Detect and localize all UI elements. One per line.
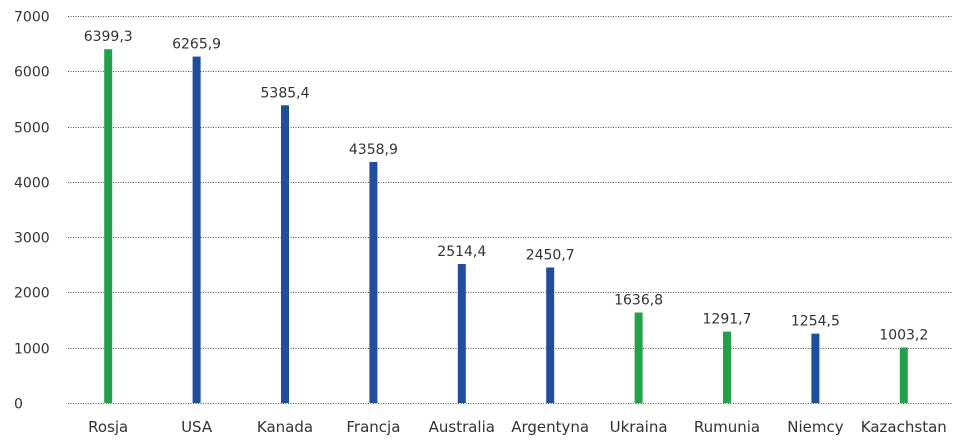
y-tick-label: 0 [14, 397, 23, 413]
category-label-argentyna: Argentyna [511, 418, 589, 436]
bars [104, 49, 908, 404]
data-label-rumunia: 1291,7 [703, 312, 752, 328]
bar-rumunia [723, 331, 731, 403]
category-label-usa: USA [181, 418, 213, 436]
data-label-usa: 6265,9 [172, 37, 221, 53]
y-tick-label: 4000 [14, 176, 50, 192]
data-label-kanada: 5385,4 [261, 85, 310, 101]
data-label-francja: 4358,9 [349, 142, 398, 158]
y-tick-label: 5000 [14, 121, 50, 137]
data-label-kazachstan: 1003,2 [879, 328, 928, 344]
data-label-ukraina: 1636,8 [614, 293, 663, 309]
category-label-rosja: Rosja [88, 418, 128, 436]
y-tick-label: 3000 [14, 231, 50, 247]
y-tick-label: 1000 [14, 342, 50, 358]
category-label-kanada: Kanada [257, 418, 313, 436]
data-labels: 6399,3 6265,9 5385,4 4358,9 2514,4 2450,7 1636… [84, 29, 929, 343]
data-label-niemcy: 1254,5 [791, 314, 840, 330]
bar-argentyna [546, 267, 555, 403]
bar-kazachstan [899, 347, 908, 403]
bar-niemcy [811, 333, 820, 403]
data-label-argentyna: 2450,7 [526, 248, 575, 264]
category-label-kazachstan: Kazachstan [861, 418, 947, 436]
y-axis-ticks: 0 1000 2000 3000 4000 5000 6000 7000 [14, 10, 50, 413]
bar-rosja [104, 49, 113, 403]
category-labels: Rosja USA Kanada Francja Australia Argentyna U… [88, 418, 947, 436]
data-label-rosja: 6399,3 [84, 29, 133, 45]
category-label-francja: Francja [346, 418, 400, 436]
y-tick-label: 6000 [14, 65, 50, 81]
y-tick-label: 2000 [14, 286, 50, 302]
y-tick-label: 7000 [14, 10, 50, 26]
bar-francja [369, 162, 378, 403]
category-label-ukraina: Ukraina [610, 418, 668, 436]
bar-australia [457, 263, 466, 403]
category-label-australia: Australia [429, 418, 495, 436]
data-label-australia: 2514,4 [437, 244, 486, 260]
bar-ukraina [634, 312, 643, 403]
bar-usa [192, 56, 201, 404]
category-label-niemcy: Niemcy [787, 418, 843, 436]
bar-kanada [281, 105, 289, 403]
category-label-rumunia: Rumunia [694, 418, 760, 436]
